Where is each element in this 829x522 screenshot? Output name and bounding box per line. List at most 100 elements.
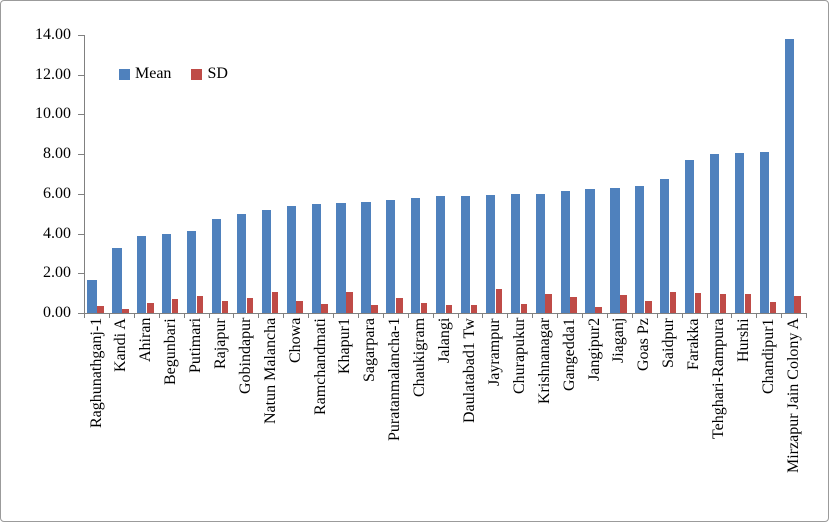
- sd-bar: [97, 306, 104, 314]
- mean-bar: [585, 188, 595, 313]
- sd-bar: [346, 292, 353, 313]
- x-axis-tick: [681, 313, 683, 318]
- mean-bar: [211, 218, 222, 313]
- y-axis-tick-label: 2.00: [43, 264, 71, 282]
- mean-bar: [485, 194, 496, 313]
- mean-bar: [411, 197, 421, 313]
- x-axis-tick: [108, 313, 110, 318]
- mean-bar: [635, 185, 645, 313]
- sd-bar: [445, 305, 453, 313]
- x-axis-tick: [532, 313, 534, 318]
- x-axis-tick: [507, 313, 509, 318]
- y-axis-tick-label: 4.00: [43, 224, 71, 242]
- x-axis-tick: [258, 313, 260, 318]
- x-axis-tick: [432, 313, 434, 318]
- y-axis-tick-label: 6.00: [43, 184, 71, 202]
- mean-bar: [759, 152, 769, 313]
- sd-bar: [271, 292, 278, 313]
- sd-bar: [620, 295, 627, 313]
- x-axis-tick: [158, 313, 160, 318]
- mean-bar: [286, 205, 296, 313]
- x-axis-tick: [283, 313, 285, 318]
- sd-bar: [371, 305, 378, 313]
- legend: Mean SD: [119, 66, 228, 82]
- sd-bar: [122, 309, 129, 313]
- category-label: Saidpur: [660, 318, 678, 368]
- x-axis-tick: [407, 313, 409, 318]
- category-label: Puratanmalancha-1: [386, 318, 404, 442]
- sd-bar: [669, 292, 677, 313]
- x-axis-line: [84, 313, 807, 314]
- category-label: Putimari: [187, 318, 204, 374]
- category-label: Rajapur: [211, 318, 229, 369]
- mean-bar: [187, 230, 197, 313]
- sd-bar: [396, 298, 403, 313]
- category-label: Farakka: [685, 318, 702, 370]
- y-axis-tick: [78, 114, 84, 116]
- sd-bar: [794, 296, 801, 313]
- sd-bar: [545, 294, 552, 313]
- x-axis-tick: [183, 313, 185, 318]
- x-axis-tick: [656, 313, 658, 318]
- x-axis-tick: [457, 313, 459, 318]
- category-label: Jayrampur: [485, 318, 503, 386]
- category-label: Daulatabad1 Tw: [460, 318, 478, 423]
- mean-bar: [610, 187, 620, 313]
- sd-bar: [595, 307, 602, 313]
- x-axis-tick: [133, 313, 135, 318]
- x-axis-tick: [84, 313, 85, 318]
- y-axis-tick: [78, 193, 84, 195]
- mean-bar: [386, 199, 396, 313]
- mean-bar: [87, 280, 97, 313]
- y-axis-tick: [78, 154, 84, 156]
- mean-legend-swatch-icon: [119, 68, 130, 80]
- sd-bar: [296, 301, 303, 313]
- mean-bar: [336, 202, 346, 313]
- category-label: Chaukigram: [411, 318, 429, 398]
- x-axis-tick: [208, 313, 210, 318]
- sd-legend-label: SD: [207, 65, 228, 82]
- y-axis-tick-label: 12.00: [35, 65, 71, 83]
- sd-bar: [744, 294, 752, 313]
- category-label: Begunbari: [162, 318, 180, 385]
- sd-bar: [495, 289, 503, 313]
- category-label: Goas Pz: [635, 318, 653, 371]
- mean-bar: [510, 193, 520, 313]
- x-axis-tick: [806, 313, 808, 318]
- mean-bar: [261, 209, 271, 313]
- y-axis-tick: [78, 35, 84, 36]
- category-label: Jiaganj: [610, 318, 628, 364]
- mean-bar: [311, 203, 321, 313]
- x-axis-tick: [382, 313, 384, 318]
- sd-bar: [420, 303, 428, 313]
- sd-bar: [246, 298, 254, 313]
- category-label: Khapur1: [336, 318, 354, 374]
- category-label: Jangipur2: [585, 318, 603, 382]
- sd-bar: [171, 299, 179, 313]
- sd-bar: [694, 293, 702, 313]
- x-axis-tick: [606, 313, 608, 318]
- y-axis-tick: [78, 273, 84, 275]
- sd-bar: [321, 304, 328, 313]
- category-label: Raghunathganj-1: [87, 318, 105, 429]
- sd-bar: [221, 301, 229, 313]
- mean-bar: [361, 201, 371, 313]
- sd-bar: [470, 305, 478, 313]
- mean-bar: [535, 193, 545, 313]
- y-axis-line: [84, 35, 85, 314]
- mean-bar: [112, 247, 122, 313]
- mean-bar: [685, 160, 695, 313]
- category-label: Chowa: [286, 318, 304, 364]
- sd-bar: [769, 302, 776, 313]
- category-label: Gobindapur: [236, 318, 254, 395]
- y-axis-tick: [78, 74, 84, 76]
- category-label: Krishnanagar: [535, 318, 553, 405]
- x-axis-tick: [482, 313, 484, 318]
- mean-bar: [162, 233, 172, 313]
- sd-bar: [196, 296, 204, 313]
- y-axis-tick-label: 8.00: [43, 145, 71, 163]
- mean-bar: [560, 190, 570, 313]
- y-axis-tick: [78, 313, 84, 314]
- mean-legend-label: Mean: [135, 65, 172, 82]
- y-axis-tick-label: 10.00: [35, 105, 71, 123]
